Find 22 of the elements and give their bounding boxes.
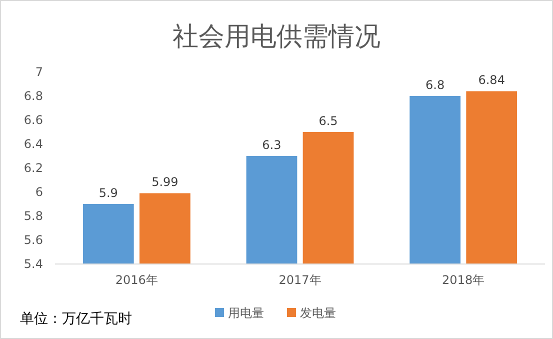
y-tick-label: 5.6: [24, 233, 43, 247]
y-tick-label: 6.4: [24, 137, 43, 151]
legend-label: 用电量: [228, 306, 264, 320]
data-label: 5.9: [98, 186, 118, 200]
x-tick-label: 2017年: [278, 273, 322, 287]
chart-title: 社会用电供需情况: [172, 22, 380, 52]
x-tick-label: 2016年: [115, 273, 158, 287]
y-tick-label: 5.4: [24, 257, 43, 271]
y-tick-label: 6.8: [24, 89, 43, 103]
text: 单位：万亿千瓦时: [20, 311, 132, 327]
legend-label: 发电量: [300, 306, 336, 320]
y-tick-label: 6.2: [24, 161, 43, 175]
data-label: 6.8: [426, 78, 445, 92]
data-label: 6.5: [318, 114, 338, 128]
y-tick-label: 6.6: [24, 113, 43, 127]
y-tick-label: 6: [35, 185, 43, 199]
x-tick-label: 2018年: [442, 273, 485, 287]
y-tick-label: 7: [35, 65, 43, 79]
y-tick-label: 5.8: [24, 209, 43, 223]
data-label: 6.84: [478, 73, 505, 88]
data-label: 5.99: [152, 175, 178, 190]
data-label: 6.3: [262, 138, 282, 152]
